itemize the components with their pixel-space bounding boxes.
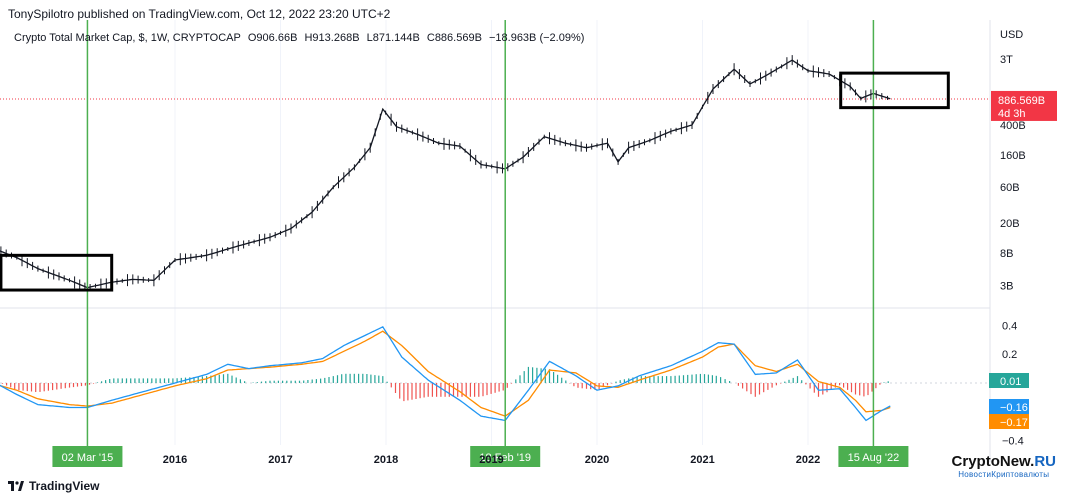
signal-line (0, 330, 891, 417)
price-tick-label: 160B (1000, 150, 1026, 162)
price-tick-label: 400B (1000, 120, 1026, 132)
time-tick-label: 2021 (690, 454, 714, 466)
watermark-title: CryptoNew.RU (951, 453, 1056, 470)
time-tick-label: 2019 (479, 454, 503, 466)
macd-tag (989, 399, 1029, 414)
date-marker-label: 02 Mar '15 (62, 452, 114, 464)
macd-axis-labels: 0.4 0.2 −0.4 (1002, 320, 1024, 447)
tradingview-icon (8, 481, 24, 491)
macd-histogram (1, 366, 889, 402)
histogram-tag (989, 373, 1029, 388)
macd-tick-label: 0.4 (1002, 320, 1017, 332)
publisher-line: TonySpilotro published on TradingView.co… (8, 7, 391, 21)
price-line (0, 59, 891, 289)
ohlc-change: −18.963B (−2.09%) (488, 32, 585, 44)
price-tick-label: 8B (1000, 248, 1013, 260)
date-marker-badge (470, 446, 541, 467)
macd-series (0, 325, 891, 422)
time-tick-label: 2018 (374, 454, 398, 466)
ohlc-low: L871.144B (366, 32, 420, 44)
ohlc-high: H913.268B (304, 32, 360, 44)
signal-value: −0.17 (1000, 417, 1028, 429)
histogram-value: 0.01 (1000, 376, 1021, 388)
time-tick-label: 2020 (585, 454, 609, 466)
highlight-boxes (0, 71, 950, 292)
price-axis-labels: USD 3T 400B 160B 60B 20B 8B 3B (1000, 29, 1026, 292)
macd-tick-label: −0.4 (1002, 436, 1024, 448)
date-marker-badge (838, 446, 909, 467)
watermark: CryptoNew.RU НовостиКриптовалюты (952, 453, 1056, 479)
highlight-box (839, 71, 950, 110)
axis-unit-label: USD (1000, 29, 1023, 41)
macd-value: −0.16 (1000, 402, 1028, 414)
last-price-value: 886.569B (998, 95, 1045, 107)
highlight-box (0, 253, 114, 292)
tradingview-logo[interactable]: TradingView (8, 479, 99, 493)
price-tick-label: 3T (1000, 54, 1013, 66)
time-tick-label: 2017 (268, 454, 292, 466)
date-marker-badge (52, 446, 123, 467)
date-marker-label: 15 Aug '22 (848, 452, 900, 464)
macd-tick-label: 0.2 (1002, 349, 1017, 361)
date-marker-label: 18 Feb '19 (479, 452, 531, 464)
ohlc-open: O906.66B (247, 32, 298, 44)
tradingview-label: TradingView (29, 479, 100, 493)
price-tick-label: 20B (1000, 218, 1020, 230)
macd-line (0, 325, 891, 422)
vertical-markers: 02 Mar '15 18 Feb '19 15 Aug '22 (52, 20, 909, 467)
bar-countdown: 4d 3h (998, 108, 1026, 120)
last-price-tag (991, 90, 1057, 121)
time-tick-label: 2016 (163, 454, 187, 466)
time-axis-labels: 2016 2017 2018 2019 2020 2021 2022 (163, 454, 820, 466)
price-tick-label: 3B (1000, 280, 1013, 292)
ohlc-close: C886.569B (426, 32, 482, 44)
price-tick-label: 60B (1000, 182, 1020, 194)
symbol-title: Crypto Total Market Cap, $, 1W, CRYPTOCA… (14, 32, 241, 44)
time-tick-label: 2022 (796, 454, 820, 466)
watermark-subtitle: НовостиКриптовалюты (958, 470, 1050, 479)
signal-tag (989, 414, 1029, 429)
symbol-legend[interactable]: Crypto Total Market Cap, $, 1W, CRYPTOCA… (14, 32, 588, 44)
